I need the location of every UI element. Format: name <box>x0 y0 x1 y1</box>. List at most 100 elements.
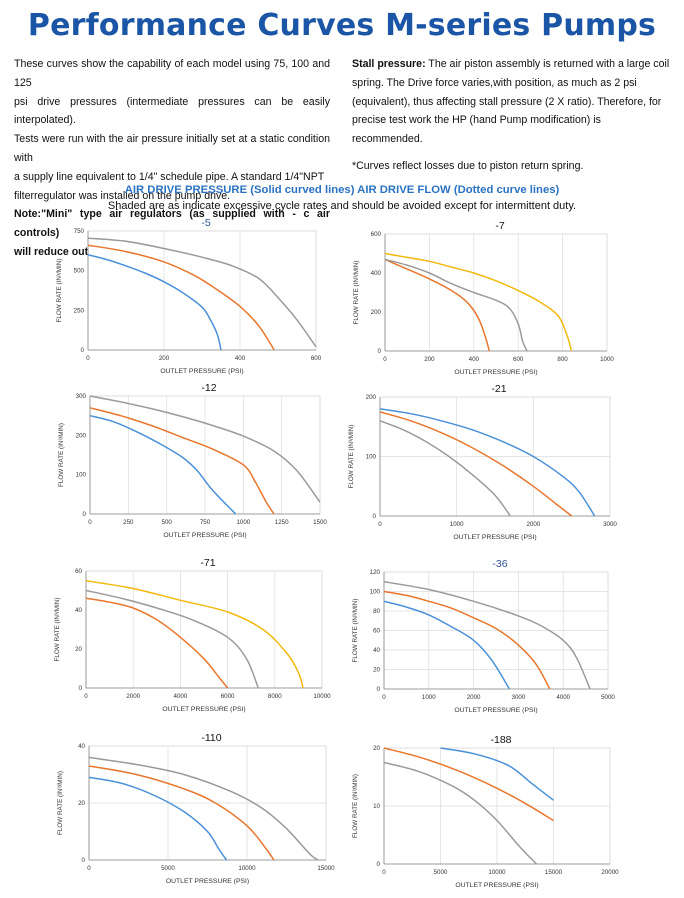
series-line-blue <box>440 747 554 801</box>
y-tick-label: 60 <box>373 628 380 635</box>
x-tick-label: 0 <box>383 356 387 363</box>
x-tick-label: 600 <box>311 355 322 362</box>
x-tick-label: 1500 <box>313 519 327 526</box>
intro-line: a supply line equivalent to 1/4" schedul… <box>14 170 325 183</box>
series-line-orange <box>379 411 573 517</box>
x-tick-label: 2000 <box>126 693 140 700</box>
series-line-blue <box>379 408 596 517</box>
series-line-gray <box>383 581 591 690</box>
y-tick-label: 400 <box>371 270 382 277</box>
x-tick-label: 750 <box>200 519 211 526</box>
series-line-orange <box>85 597 229 689</box>
x-tick-label: 0 <box>378 521 382 528</box>
x-tick-label: 1000 <box>450 521 464 528</box>
x-tick-label: 1000 <box>422 694 436 701</box>
series-line-gray <box>88 756 319 861</box>
x-tick-label: 1250 <box>275 519 289 526</box>
intro-line: These curves show the capability of each… <box>14 58 330 89</box>
y-tick-label: 0 <box>81 347 85 354</box>
y-tick-label: 0 <box>79 685 83 692</box>
y-axis-label: FLOW RATE (IN³/MIN) <box>352 774 359 838</box>
stall-label: Stall pressure: <box>352 58 426 70</box>
y-tick-label: 40 <box>75 607 82 614</box>
y-axis-label: FLOW RATE (IN³/MIN) <box>57 771 64 835</box>
series-line-blue <box>89 414 237 515</box>
x-tick-label: 0 <box>88 519 92 526</box>
x-axis-label: OUTLET PRESSURE (PSI) <box>454 707 537 714</box>
x-tick-label: 4000 <box>174 693 188 700</box>
y-tick-label: 20 <box>373 667 380 674</box>
shade-note: Shaded are as indicate excessive cycle r… <box>107 200 577 212</box>
plot-area <box>89 395 321 515</box>
x-tick-label: 600 <box>513 356 524 363</box>
plot-area <box>383 747 611 865</box>
y-tick-label: 0 <box>377 861 381 868</box>
chart-title: -36 <box>492 558 507 570</box>
x-axis-label: OUTLET PRESSURE (PSI) <box>162 706 245 713</box>
series-line-gray <box>383 761 538 865</box>
y-tick-label: 120 <box>370 569 381 576</box>
stall-line: (equivalent), thus affecting stall press… <box>352 95 662 108</box>
y-axis-label: FLOW RATE (IN³/MIN) <box>56 259 63 323</box>
x-tick-label: 250 <box>123 519 134 526</box>
plot-area <box>379 396 611 517</box>
plot-area <box>384 233 608 352</box>
intro-line: filterregulator was installed on the pum… <box>14 189 231 202</box>
chart-6: 0 1000 2000 3000 4000 5000 0 20 40 60 80 100 120 -36 O… <box>352 558 615 714</box>
x-tick-label: 15000 <box>317 865 335 872</box>
y-tick-label: 500 <box>74 268 85 275</box>
y-tick-label: 0 <box>83 511 87 518</box>
chart-title: -7 <box>495 220 504 232</box>
y-tick-label: 0 <box>82 857 86 864</box>
x-tick-label: 10000 <box>313 693 331 700</box>
chart-8: 0 5000 10000 15000 20000 0 10 20 -188 OUTLET PRES… <box>352 734 619 889</box>
x-tick-label: 800 <box>557 356 568 363</box>
x-tick-label: 200 <box>159 355 170 362</box>
y-axis-label: FLOW RATE (IN³/MIN) <box>348 425 355 489</box>
chart-5: 0 2000 4000 6000 8000 10000 0 20 40 60 -71 OUTLET P… <box>54 557 331 713</box>
x-tick-label: 5000 <box>161 865 175 872</box>
y-tick-label: 60 <box>75 568 82 575</box>
y-tick-label: 20 <box>78 800 85 807</box>
series-line-orange <box>89 407 275 515</box>
x-tick-label: 20000 <box>601 869 619 876</box>
x-tick-label: 400 <box>469 356 480 363</box>
intro-column: These curves show the capability of each… <box>14 55 330 262</box>
y-tick-label: 40 <box>373 647 380 654</box>
chart-title: -21 <box>491 383 506 395</box>
y-tick-label: 0 <box>378 348 382 355</box>
x-axis-label: OUTLET PRESSURE (PSI) <box>160 368 243 375</box>
x-tick-label: 10000 <box>238 865 256 872</box>
x-tick-label: 8000 <box>268 693 282 700</box>
y-tick-label: 600 <box>371 231 382 238</box>
series-line-orange <box>383 590 551 690</box>
y-tick-label: 0 <box>377 686 381 693</box>
series-line-yellow <box>384 252 573 352</box>
y-tick-label: 100 <box>370 589 381 596</box>
x-tick-label: 1000 <box>600 356 614 363</box>
stall-line: spring. The Drive force varies,with posi… <box>352 76 637 89</box>
legend-line: AIR DRIVE PRESSURE (Solid curved lines) … <box>124 184 560 196</box>
x-tick-label: 0 <box>86 355 90 362</box>
x-tick-label: 200 <box>424 356 435 363</box>
x-tick-label: 0 <box>382 869 386 876</box>
x-axis-label: OUTLET PRESSURE (PSI) <box>453 534 536 541</box>
note-line: Note:"Mini" type air regulators (as supp… <box>14 208 330 240</box>
x-tick-label: 0 <box>382 694 386 701</box>
y-tick-label: 250 <box>74 307 85 314</box>
mini-regulator-note: Note:"Mini" type air regulators (as supp… <box>14 205 330 261</box>
x-tick-label: 2000 <box>526 521 540 528</box>
x-tick-label: 500 <box>162 519 173 526</box>
plot-area <box>383 571 609 690</box>
y-axis-label: FLOW RATE (IN³/MIN) <box>352 599 359 663</box>
chart-title: -12 <box>201 382 216 394</box>
x-tick-label: 2000 <box>467 694 481 701</box>
x-tick-label: 0 <box>87 865 91 872</box>
y-tick-label: 80 <box>373 608 380 615</box>
series-line-gray <box>379 420 511 517</box>
y-axis-label: FLOW RATE (IN³/MIN) <box>54 598 61 662</box>
intro-line: Tests were run with the air pressure ini… <box>14 133 330 164</box>
x-tick-label: 15000 <box>545 869 563 876</box>
stall-line: recommended. <box>352 133 423 146</box>
x-axis-label: OUTLET PRESSURE (PSI) <box>454 369 537 376</box>
